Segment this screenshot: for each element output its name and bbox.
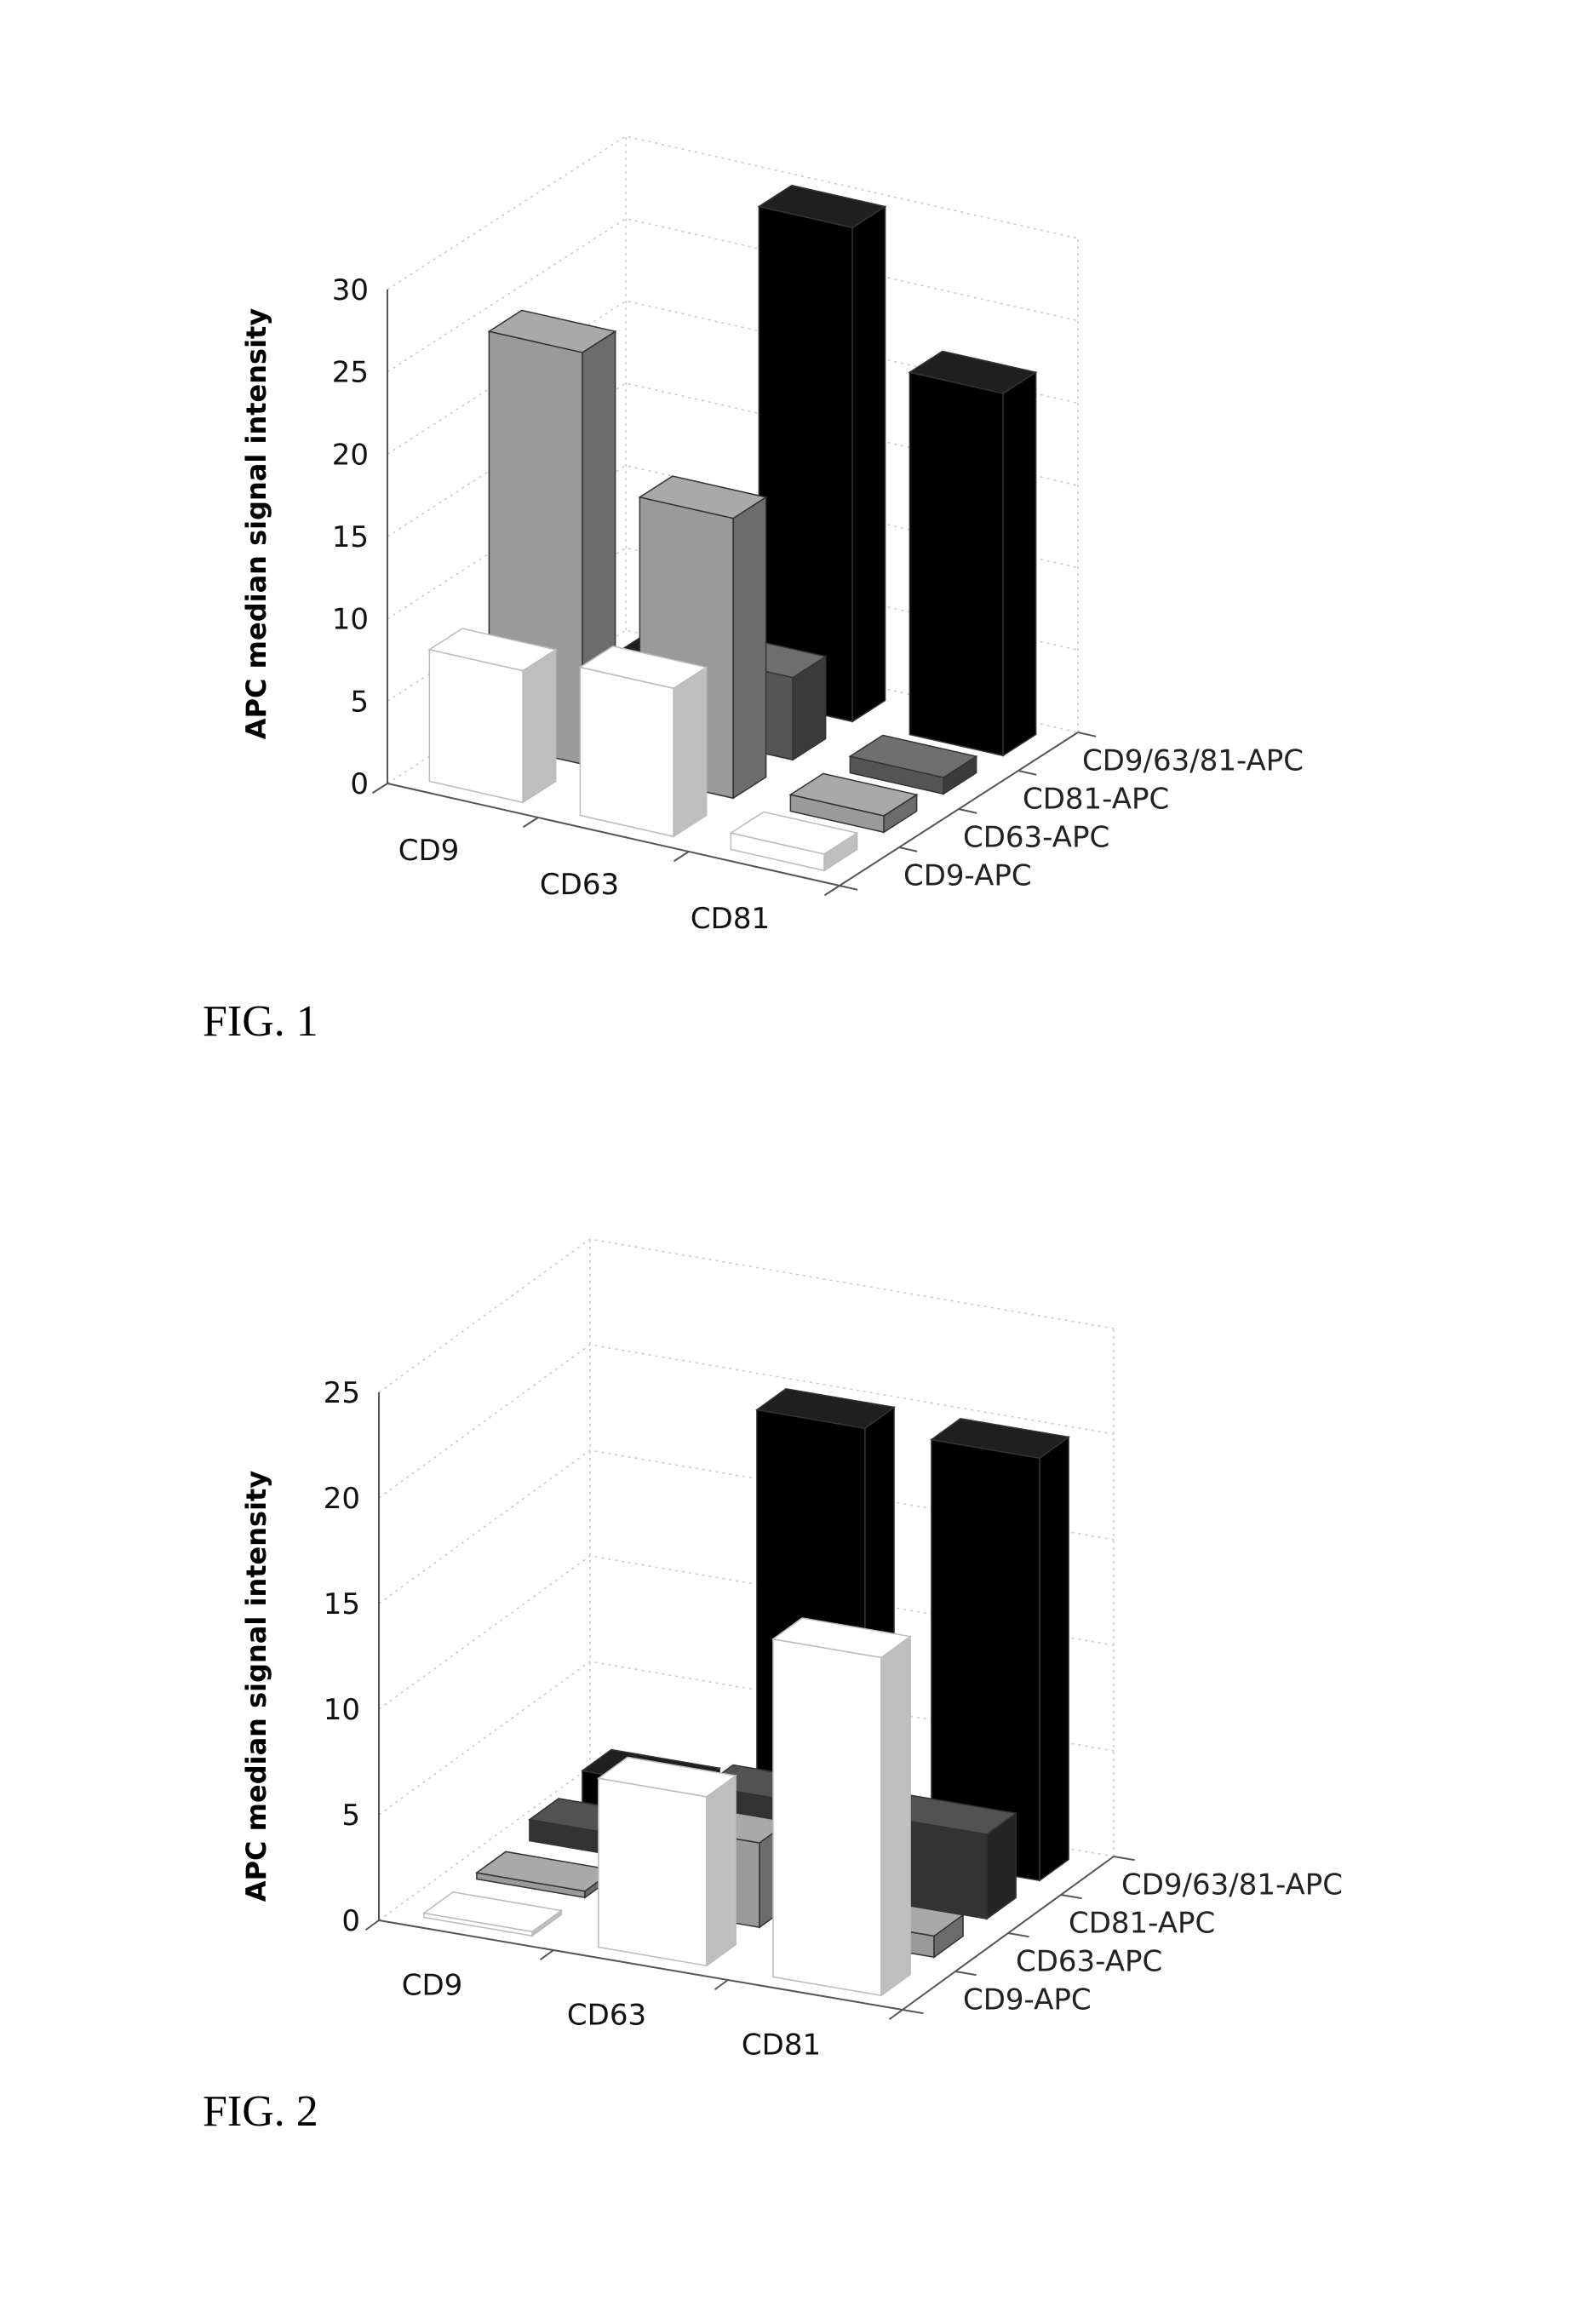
y-tick-label: 0 <box>350 767 369 801</box>
bar-side-face <box>733 497 766 798</box>
bar-front-face <box>773 1639 881 1996</box>
x-tick <box>825 886 840 895</box>
bar-side-face <box>1003 372 1036 755</box>
series-label: CD81-APC <box>1069 1907 1215 1941</box>
series-label: CD63-APC <box>963 821 1109 855</box>
y-tick-label: 10 <box>332 603 369 637</box>
series-label: CD9-APC <box>903 859 1032 893</box>
y-tick-label: 15 <box>332 520 369 554</box>
depth-tick <box>955 1971 977 1975</box>
x-tick <box>366 1920 380 1930</box>
y-tick-label: 5 <box>350 685 369 719</box>
y-tick-label: 20 <box>324 1482 360 1516</box>
figure-2: 0 5 10 15 20 25 CD9 CD63 CD81 CD9-APC CD63-APC CD81… <box>0 1107 1582 2324</box>
bar-front-face <box>429 650 523 802</box>
depth-tick <box>1018 771 1036 775</box>
depth-tick <box>903 2010 924 2013</box>
depth-tick <box>959 809 977 813</box>
figure-caption: FIG. 1 <box>203 996 318 1047</box>
chart-2: 0 5 10 15 20 25 CD9 CD63 CD81 CD9-APC CD63-APC CD81… <box>0 1107 1582 2086</box>
bar <box>759 186 885 722</box>
y-tick-label: 0 <box>341 1904 360 1938</box>
category-label: CD9 <box>402 1969 463 2003</box>
category-label: CD63 <box>540 868 619 902</box>
gridline <box>387 136 1078 290</box>
x-tick <box>715 1980 729 1989</box>
y-tick-label: 15 <box>324 1587 360 1621</box>
y-tick-label: 5 <box>341 1799 360 1833</box>
bar-side-face <box>673 668 707 837</box>
series-label: CD9/63/81-APC <box>1121 1868 1343 1902</box>
series-label: CD63-APC <box>1016 1945 1162 1979</box>
bars <box>424 1389 1069 1995</box>
bar <box>477 1851 614 1897</box>
depth-tick <box>840 886 857 890</box>
chart-1: 0 5 10 15 20 25 30 CD9 CD63 CD81 CD9-APC CD63-APC CD… <box>0 0 1582 996</box>
depth-tick <box>1008 1933 1029 1937</box>
y-tick-label: 20 <box>332 438 369 472</box>
y-tick-label: 25 <box>324 1376 360 1410</box>
y-axis-label: APC median signal intensity <box>240 1471 272 1902</box>
depth-tick <box>1078 732 1096 737</box>
y-tick-label: 25 <box>332 356 369 390</box>
bar <box>773 1618 910 1995</box>
y-axis-label: APC median signal intensity <box>240 308 272 740</box>
gridline <box>379 1239 1114 1392</box>
bar <box>909 351 1035 755</box>
x-tick <box>524 818 539 827</box>
bar-front-face <box>909 372 1003 755</box>
bar <box>580 646 706 837</box>
category-label: CD63 <box>567 1999 646 2033</box>
series-label: CD81-APC <box>1023 783 1169 817</box>
bar-side-face <box>707 1776 736 1965</box>
bar <box>599 1757 736 1965</box>
category-label: CD81 <box>691 902 770 936</box>
x-tick <box>674 852 690 861</box>
depth-tick <box>1061 1895 1082 1898</box>
bar-side-face <box>1040 1437 1069 1880</box>
y-tick-label: 10 <box>324 1693 360 1727</box>
bar-side-face <box>852 207 886 722</box>
bar <box>424 1892 561 1936</box>
x-tick <box>373 783 388 793</box>
category-label: CD9 <box>398 834 460 868</box>
series-label: CD9/63/81-APC <box>1082 744 1304 778</box>
bar-side-face <box>881 1637 910 1996</box>
bar-front-face <box>580 667 673 836</box>
depth-tick <box>1114 1856 1135 1860</box>
y-tick-label: 30 <box>332 273 369 307</box>
series-label: CD9-APC <box>963 1983 1092 2017</box>
depth-tick <box>899 847 917 852</box>
bar-side-face <box>523 650 556 802</box>
figure-caption: FIG. 2 <box>203 2086 318 2137</box>
bars <box>429 186 1035 871</box>
category-label: CD81 <box>742 2028 821 2063</box>
x-tick <box>890 2010 903 2019</box>
bar-front-face <box>599 1778 707 1965</box>
bar <box>429 628 555 802</box>
figure-1: 0 5 10 15 20 25 30 CD9 CD63 CD81 CD9-APC CD63-APC CD… <box>0 0 1582 1107</box>
x-tick <box>541 1950 554 1960</box>
